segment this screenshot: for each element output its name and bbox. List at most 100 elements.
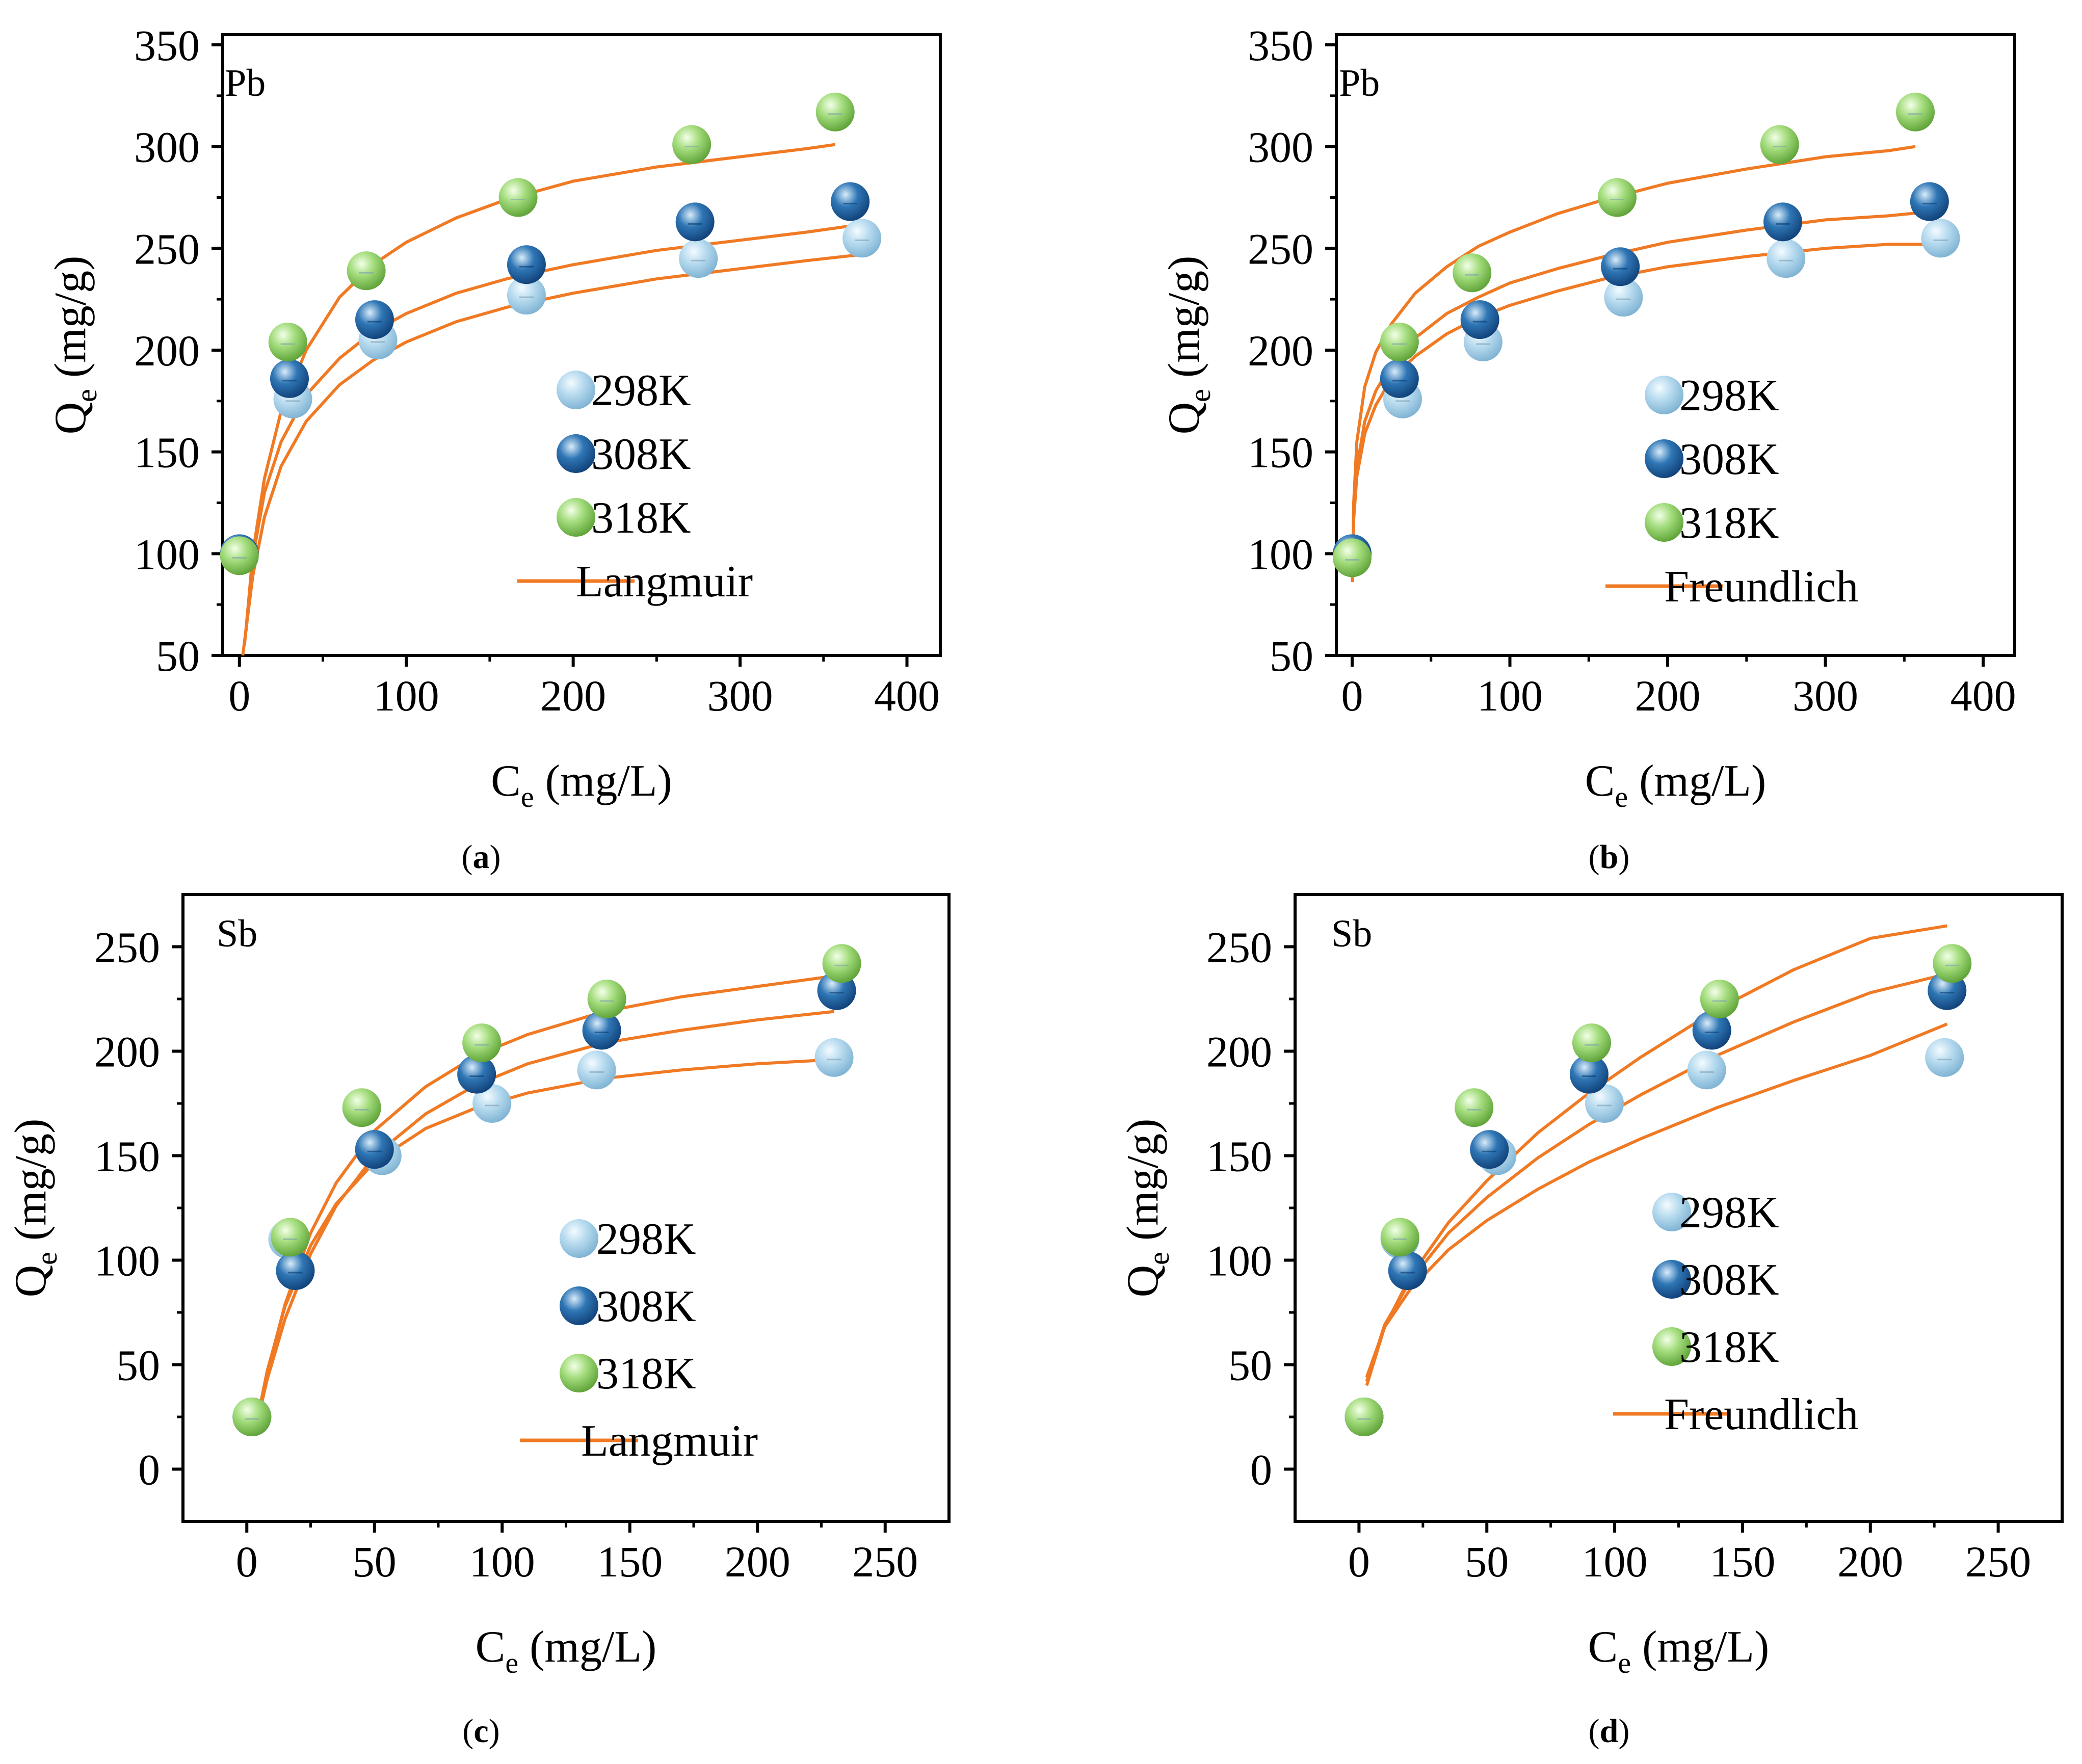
caption-letter: c <box>473 1713 488 1750</box>
x-tick-label: 0 <box>1348 1537 1370 1586</box>
data-point-318K <box>232 1398 272 1436</box>
y-tick-label: 50 <box>116 1341 160 1390</box>
fit-curve-freundlich-308k <box>1351 210 1930 578</box>
x-tick-label: 0 <box>228 671 250 720</box>
data-point-308K <box>1380 359 1419 398</box>
panel-a: 0 100 200 300 400 50 100 150 200 250 300 350 Ce (mg/… <box>46 21 942 876</box>
fit-curve-langmuir-298k <box>241 253 862 656</box>
y-tick-label: 200 <box>134 326 200 375</box>
caption-letter: d <box>1600 1713 1619 1750</box>
legend-label: 308K <box>1679 435 1779 484</box>
data-point-298K <box>814 1038 854 1077</box>
caption-close: ) <box>490 838 501 876</box>
data-point-318K <box>587 980 626 1018</box>
y-tick-label: 100 <box>134 530 200 578</box>
data-point-318K <box>1572 1023 1611 1063</box>
y-tick-label: 0 <box>1250 1445 1272 1494</box>
caption-open: ( <box>1589 1713 1600 1750</box>
y-tick-label: 250 <box>134 224 200 273</box>
x-axis-title-unit: (mg/L) <box>518 1622 656 1672</box>
data-point-308K <box>1692 1011 1731 1050</box>
data-point-318K <box>1760 125 1799 164</box>
data-point-298K <box>1925 1038 1964 1077</box>
legend-marker-298K <box>1645 376 1683 414</box>
x-tick-label: 250 <box>852 1537 918 1586</box>
x-axis-title-unit: (mg/L) <box>534 756 672 806</box>
plot-frame <box>221 33 942 657</box>
y-axis-title-unit: (mg/g) <box>46 256 95 389</box>
x-tick-label: 400 <box>874 671 940 720</box>
y-tick-label: 150 <box>94 1132 160 1181</box>
caption-close: ) <box>1618 838 1629 876</box>
data-point-298K <box>1921 219 1960 258</box>
x-axis-title-subscript: e <box>505 1646 518 1679</box>
data-point-318K <box>268 323 307 362</box>
data-point-308K <box>270 359 309 398</box>
legend-marker-308K <box>1652 1260 1691 1299</box>
y-tick-label: 0 <box>138 1445 160 1494</box>
y-tick-label: 200 <box>94 1028 160 1076</box>
x-tick-label: 150 <box>597 1537 663 1586</box>
legend-label: Langmuir <box>576 557 753 607</box>
y-axis-title-unit: (mg/g) <box>1159 256 1209 389</box>
legend-marker-298K <box>1652 1193 1691 1231</box>
y-tick-label: 350 <box>1248 21 1313 70</box>
metal-label: Sb <box>217 912 257 955</box>
x-tick-label: 200 <box>540 671 606 720</box>
legend-label: 308K <box>596 1282 696 1331</box>
data-point-308K <box>582 1011 621 1050</box>
x-axis-title-subscript: e <box>521 780 534 813</box>
data-point-318K <box>1597 178 1637 217</box>
data-point-298K <box>679 239 718 278</box>
data-point-318K <box>271 1218 310 1257</box>
legend-label: 298K <box>591 366 691 415</box>
data-point-318K <box>1345 1398 1384 1436</box>
data-point-318K <box>822 944 861 983</box>
x-tick-label: 200 <box>725 1537 790 1586</box>
x-axis-title-main: C <box>476 1622 506 1672</box>
fit-curve-langmuir-308k <box>243 224 851 646</box>
data-point-298K <box>507 276 546 315</box>
figure-panels: 0 100 200 300 400 50 100 150 200 250 300 350 Ce (mg/… <box>6 21 2064 1750</box>
legend-marker-308K <box>557 434 595 473</box>
data-point-308K <box>1470 1130 1509 1169</box>
data-point-298K <box>842 219 882 258</box>
x-tick-label: 300 <box>1793 671 1858 720</box>
legend-label: Freundlich <box>1664 1390 1858 1439</box>
data-point-298K <box>1767 239 1806 278</box>
panel-d: 0 50 100 150 200 250 0 50 100 150 200 250 Ce (mg/L) Q… <box>1118 893 2064 1750</box>
data-point-298K <box>1585 1084 1624 1123</box>
y-tick-label: 300 <box>1248 123 1313 172</box>
y-axis-title-main: Q <box>1118 1265 1168 1298</box>
fit-curve-langmuir-318k <box>255 974 834 1421</box>
fit-curve-langmuir-318k <box>244 143 836 631</box>
data-point-308K <box>457 1055 496 1094</box>
y-tick-label: 200 <box>1206 1028 1272 1076</box>
x-axis-title-unit: (mg/L) <box>1628 756 1766 806</box>
x-tick-label: 100 <box>374 671 439 720</box>
metal-label: Pb <box>225 62 266 104</box>
x-tick-label: 400 <box>1951 671 2016 720</box>
plot-frame <box>1335 33 2016 657</box>
y-tick-label: 50 <box>1270 631 1313 680</box>
legend-marker-318K <box>560 1354 598 1392</box>
legend-label: Freundlich <box>1664 562 1858 612</box>
legend-label: 318K <box>591 493 691 543</box>
x-tick-label: 0 <box>1341 671 1363 720</box>
fit-curve-freundlich-308k <box>1365 972 1948 1382</box>
data-point-318K <box>462 1023 502 1063</box>
y-tick-label: 350 <box>134 21 200 70</box>
x-axis-title: Ce (mg/L) <box>1588 1622 1770 1679</box>
metal-label: Pb <box>1339 62 1380 104</box>
x-axis-title: Ce (mg/L) <box>491 756 672 813</box>
y-axis-title-subscript: e <box>1183 389 1217 402</box>
panel-caption: (d) <box>1589 1713 1630 1750</box>
data-point-298K <box>472 1084 512 1123</box>
data-point-318K <box>1453 253 1492 293</box>
data-point-308K <box>355 300 394 339</box>
y-tick-label: 100 <box>1206 1236 1272 1285</box>
data-point-308K <box>1910 182 1949 221</box>
data-point-308K <box>1763 202 1802 242</box>
data-point-308K <box>276 1251 315 1290</box>
y-axis-title-main: Q <box>1159 402 1209 435</box>
